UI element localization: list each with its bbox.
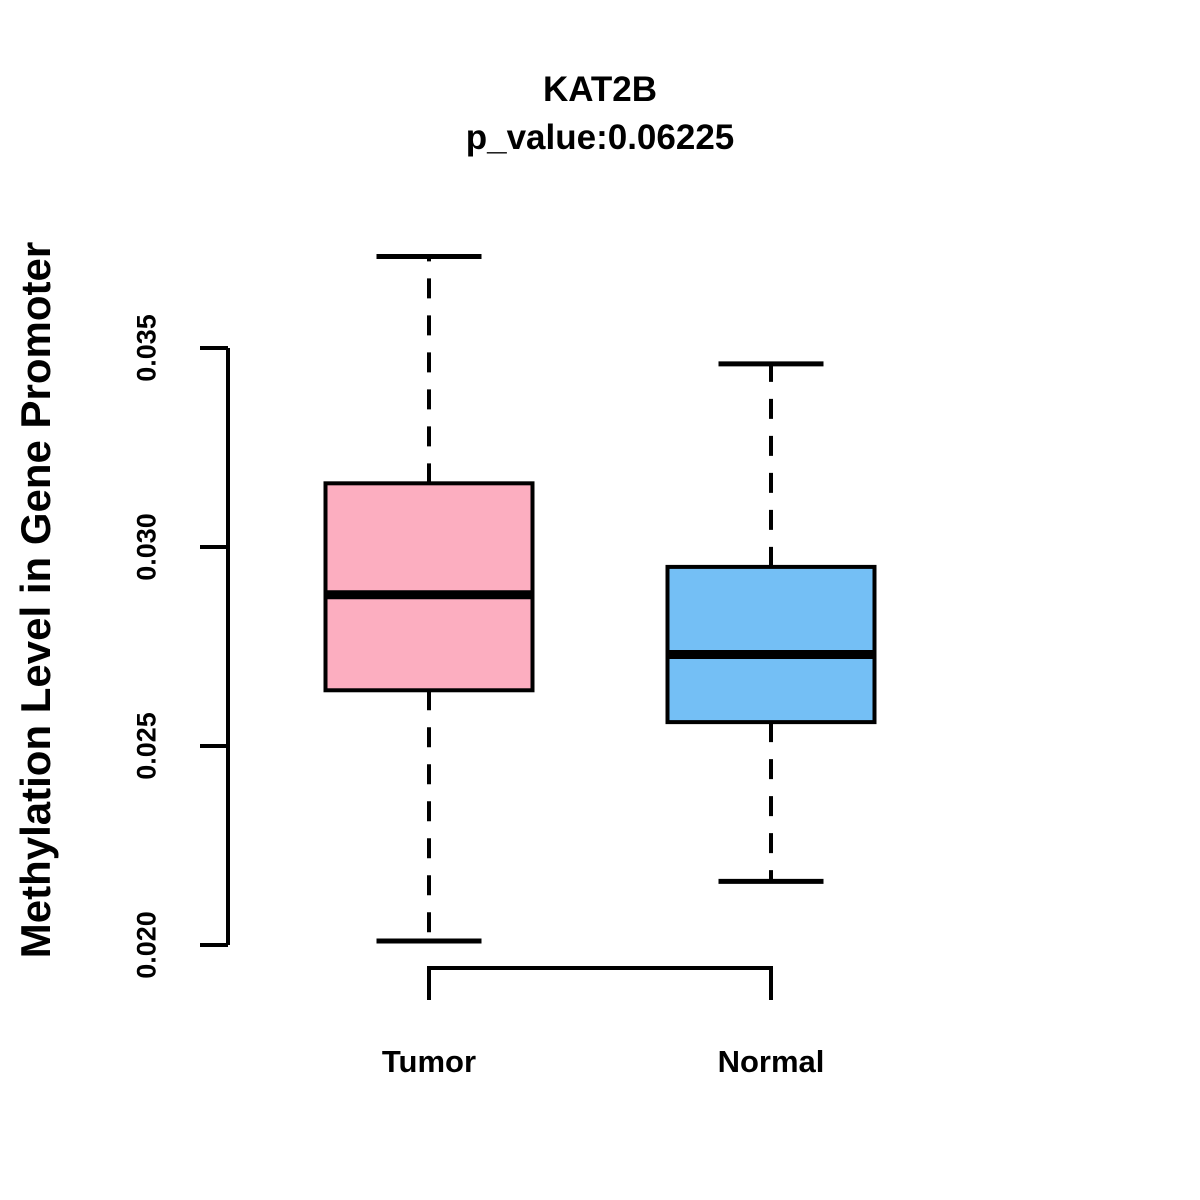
chart-title: KAT2B bbox=[542, 70, 658, 109]
chart-title-block: KAT2B p_value:0.06225 bbox=[466, 66, 735, 162]
x-axis-bracket bbox=[427, 966, 773, 1000]
y-tick-label: 0.035 bbox=[131, 314, 161, 382]
chart-subtitle: p_value:0.06225 bbox=[465, 118, 735, 157]
y-tick-label: 0.030 bbox=[131, 513, 161, 581]
y-tick-label: 0.025 bbox=[131, 712, 161, 780]
x-category-label-normal: Normal bbox=[718, 1044, 825, 1079]
y-tick-label: 0.020 bbox=[131, 911, 161, 979]
box-normal bbox=[665, 564, 877, 725]
x-category-label-tumor: Tumor bbox=[382, 1044, 476, 1079]
box-tumor bbox=[323, 481, 535, 693]
